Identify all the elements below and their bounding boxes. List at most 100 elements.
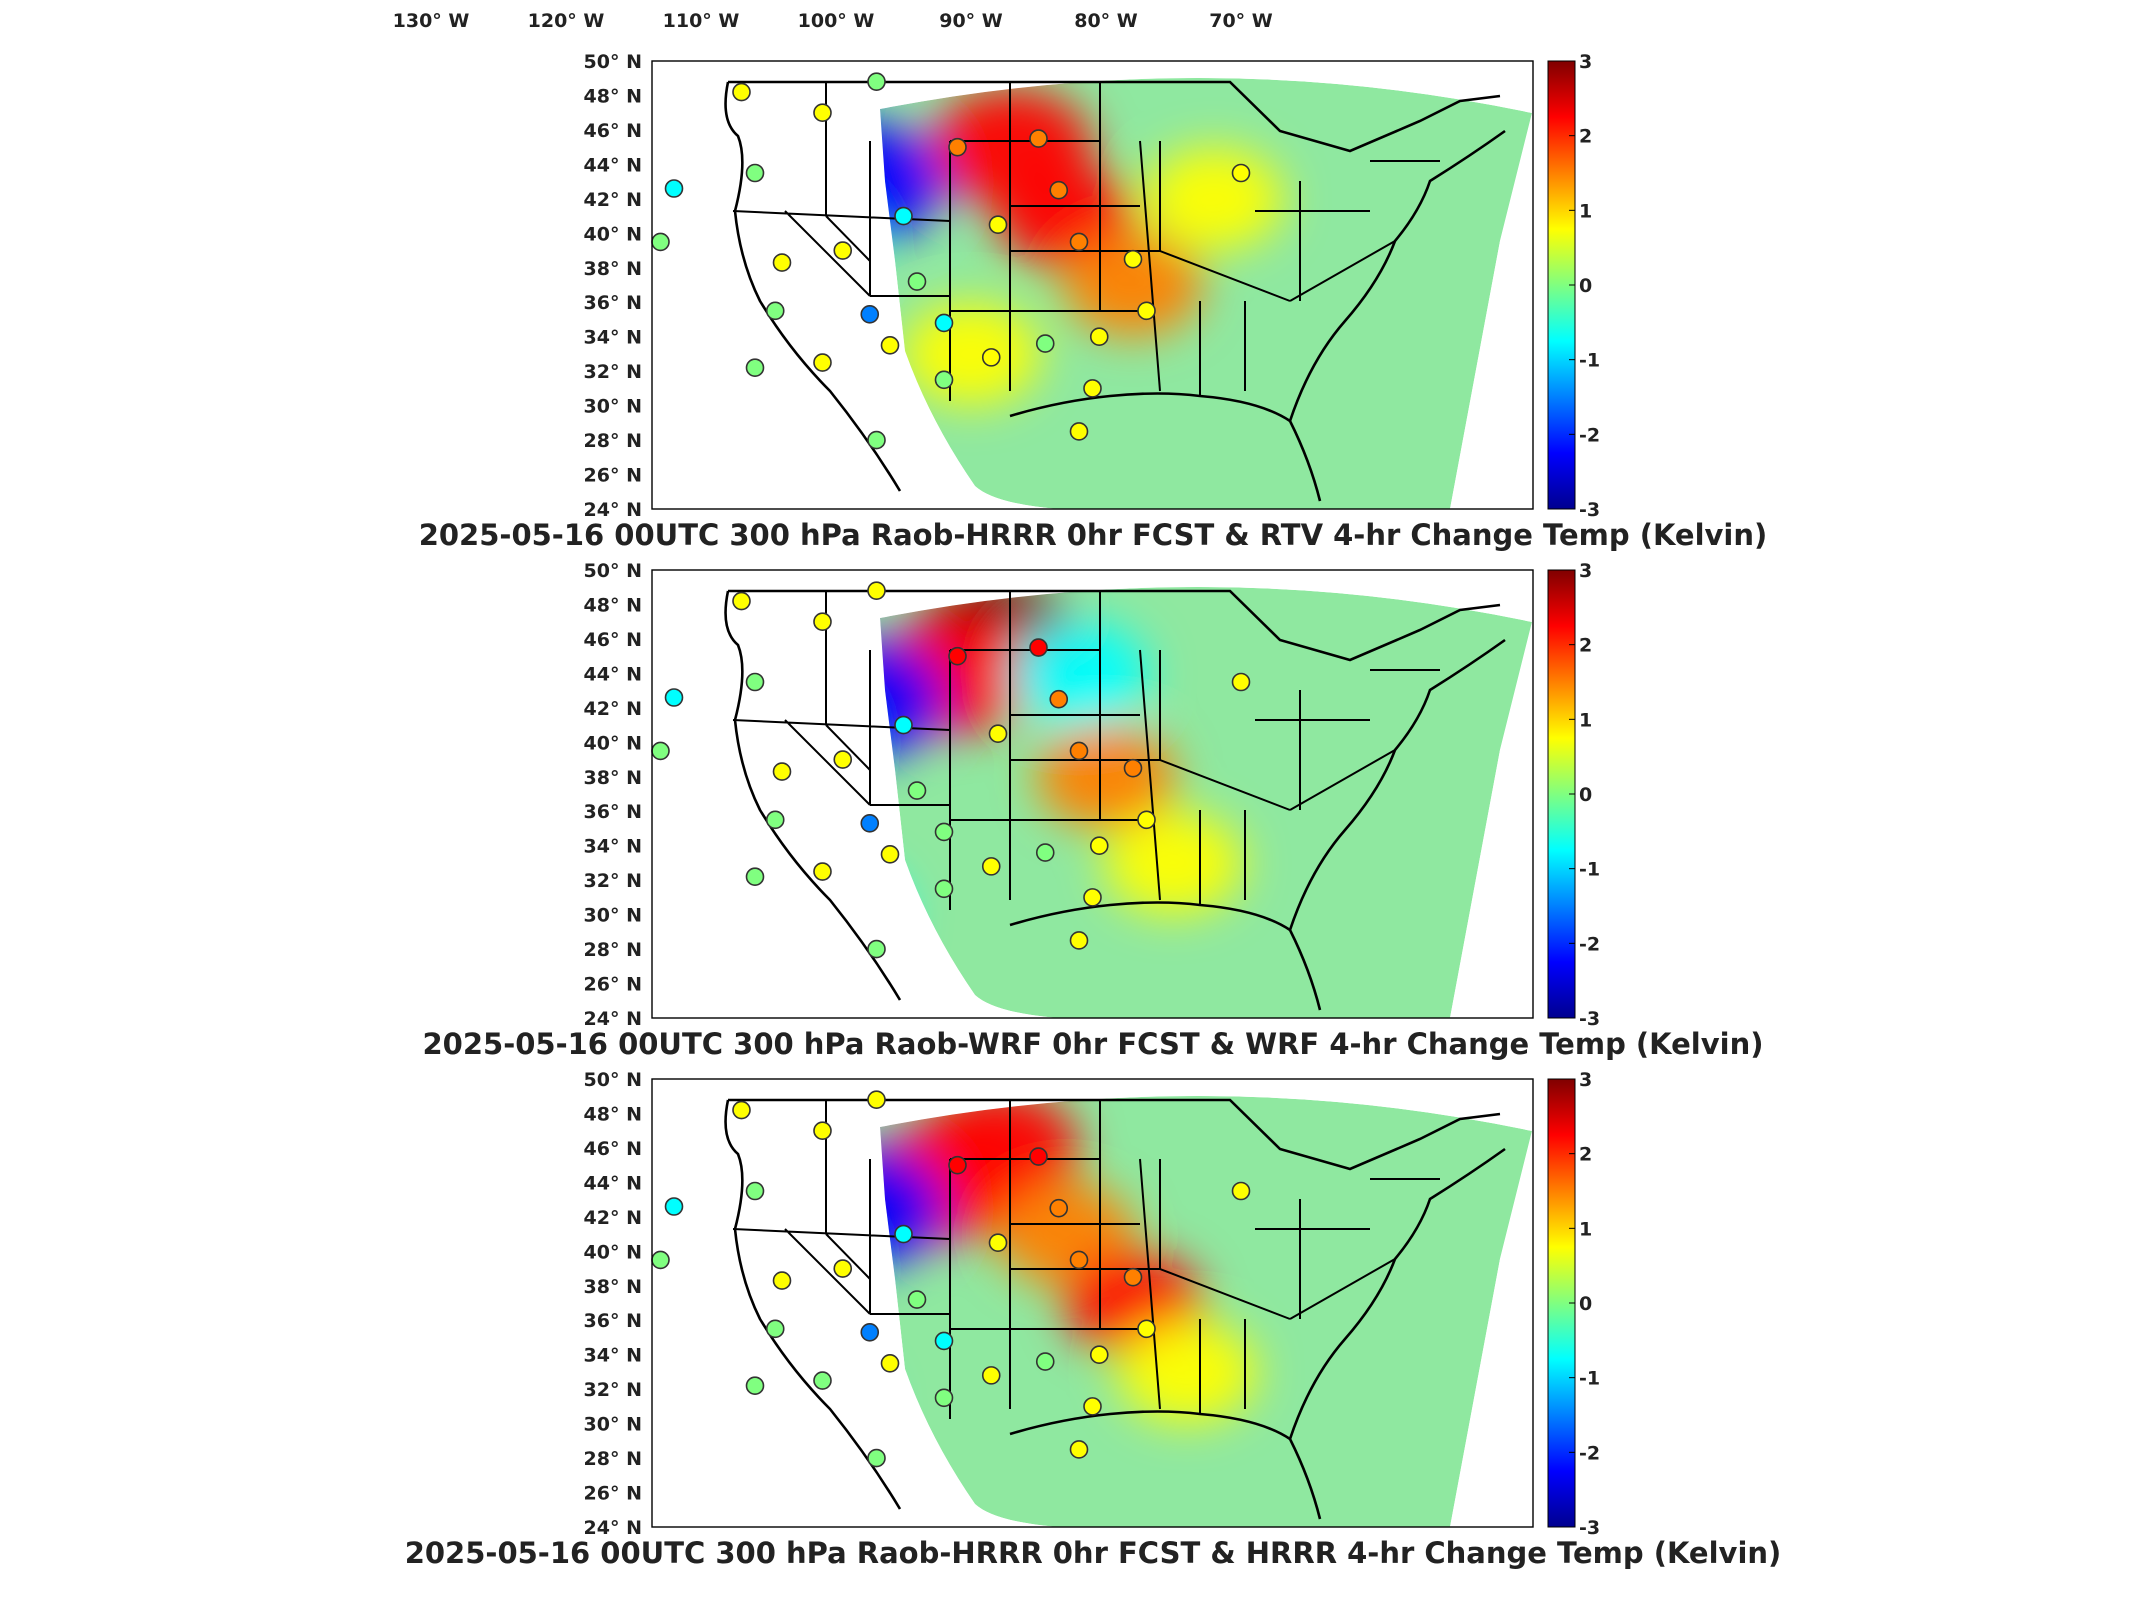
raob-station-marker (981, 348, 1001, 367)
raob-station-marker (934, 1388, 954, 1408)
field-anomaly (1064, 234, 1202, 336)
raob-station-marker (813, 1371, 832, 1390)
raob-station-marker (813, 612, 832, 631)
raob-station-marker (1083, 1397, 1102, 1416)
colorbar-tick-label: 2 (1579, 635, 1592, 657)
colorbar-tick-label: -3 (1579, 1517, 1600, 1539)
raob-station-marker (772, 253, 792, 272)
colorbar-tick-label: -2 (1579, 424, 1600, 446)
latitude-tick-label: 36° N (584, 292, 642, 314)
colorbar-tick-label: -3 (1579, 1008, 1600, 1030)
raob-station-marker (948, 1155, 967, 1175)
state-boundaries (732, 591, 1440, 910)
colorbar-tick-label: -3 (1579, 499, 1600, 521)
raob-station-marker (934, 370, 954, 390)
raob-station-marker (1089, 836, 1109, 855)
latitude-tick-label: 26° N (584, 465, 642, 487)
raob-station-marker (1123, 249, 1143, 269)
colorbar-tick-label: 1 (1579, 1218, 1592, 1240)
raob-station-marker (651, 1250, 670, 1270)
latitude-tick-label: 24° N (584, 499, 642, 521)
raob-station-marker (934, 879, 954, 899)
gulf-coastline (1009, 1410, 1322, 1520)
raob-station-marker (1231, 672, 1251, 692)
gulf-coastline (1009, 901, 1322, 1011)
map-frame (651, 60, 1534, 510)
field-anomaly (1104, 811, 1243, 914)
latitude-tick-label: 24° N (584, 1517, 642, 1539)
raob-station-marker (813, 862, 832, 881)
temperature-field (880, 586, 1532, 1018)
raob-station-marker (860, 813, 880, 833)
latitude-tick-label: 46° N (584, 1138, 642, 1160)
colorbar-tick-label: 1 (1579, 200, 1592, 222)
raob-station-marker (894, 1224, 913, 1244)
temperature-field (740, 1095, 1532, 1527)
raob-station-marker (1123, 1267, 1143, 1287)
raob-station-marker (833, 750, 853, 769)
map-panel: 50° N 48° N 46° N 44° N 42° N 40° N 38° N 36° N… (422, 560, 1763, 1061)
latitude-tick-label: 48° N (584, 1103, 642, 1125)
raob-station-marker (880, 336, 900, 355)
latitude-tick-label: 32° N (584, 870, 642, 892)
latitude-tick-label: 30° N (584, 396, 642, 418)
colorbar-tick-label: -2 (1579, 933, 1600, 955)
raob-station-marker (1069, 1440, 1089, 1459)
panel-title: 2025-05-16 00UTC 300 hPa Raob-HRRR 0hr F… (419, 518, 1768, 552)
latitude-tick-label: 42° N (584, 1207, 642, 1229)
map-panel: 50° N 48° N 46° N 44° N 42° N 40° N 38° N 36° N… (419, 51, 1768, 552)
map-boundaries (724, 1098, 1506, 1520)
raob-station-marker (988, 1233, 1008, 1252)
colorbar-tick-label: -1 (1579, 1368, 1600, 1390)
raob-station-marker (1083, 379, 1102, 398)
raob-station-marker (745, 867, 765, 887)
raob-station-marker (732, 591, 751, 611)
raob-station-marker (765, 301, 785, 321)
latitude-tick-label: 44° N (584, 663, 642, 685)
longitude-tick-label: 130° W (393, 10, 470, 32)
map-boundaries (724, 80, 1506, 502)
colorbar: 3 2 1 0 -1 -2 -3 (1547, 560, 1600, 1030)
latitude-tick-label: 36° N (584, 801, 642, 823)
map-boundaries (724, 589, 1506, 1011)
colorbar-tick-label: -2 (1579, 1442, 1600, 1464)
map-panels: 50° N 48° N 46° N 44° N 42° N 40° N 38° N 36° N… (405, 51, 1782, 1570)
raob-station-marker (813, 1121, 832, 1140)
raob-station-marker (813, 353, 832, 372)
raob-station-marker (867, 939, 886, 959)
colorbar-tick-label: 3 (1579, 51, 1592, 73)
state-boundaries (732, 82, 1440, 401)
map-panel: 50° N 48° N 46° N 44° N 42° N 40° N 38° N 36° N… (405, 1069, 1782, 1570)
raob-station-marker (907, 1290, 927, 1309)
longitude-tick-label: 110° W (663, 10, 740, 32)
northern-border (728, 589, 1501, 662)
longitude-axis: 130° W 120° W 110° W 100° W 90° W 80° W 70° W (393, 10, 1273, 32)
raob-station-marker (1035, 1352, 1055, 1371)
raob-station-marker (860, 1322, 880, 1342)
raob-station-marker (1089, 1345, 1109, 1364)
latitude-tick-label: 40° N (584, 1241, 642, 1263)
raob-station-marker (765, 810, 785, 830)
latitude-tick-label: 46° N (584, 629, 642, 651)
raob-station-marker (867, 581, 886, 600)
field-anomaly (740, 1355, 878, 1457)
latitude-axis: 50° N 48° N 46° N 44° N 42° N 40° N 38° N 36° N… (584, 560, 642, 1030)
raob-station-marker (732, 82, 751, 102)
east-coastline (1288, 1147, 1506, 1440)
raob-station-marker (745, 1376, 765, 1396)
raob-station-marker (907, 272, 927, 291)
latitude-tick-label: 50° N (584, 51, 642, 73)
raob-station-marker (732, 1100, 751, 1120)
latitude-tick-label: 30° N (584, 1414, 642, 1436)
latitude-tick-label: 34° N (584, 836, 642, 858)
raob-station-marker (1029, 129, 1048, 148)
field-anomaly (880, 122, 944, 242)
raob-station-marker (934, 313, 954, 333)
latitude-tick-label: 38° N (584, 258, 642, 280)
colorbar-tick-label: 3 (1579, 560, 1592, 582)
raob-station-marker (1035, 843, 1055, 862)
panel-title: 2025-05-16 00UTC 300 hPa Raob-HRRR 0hr F… (405, 1536, 1782, 1570)
raob-station-marker (1069, 741, 1089, 761)
latitude-tick-label: 28° N (584, 1448, 642, 1470)
raob-station-marker (867, 1090, 886, 1109)
